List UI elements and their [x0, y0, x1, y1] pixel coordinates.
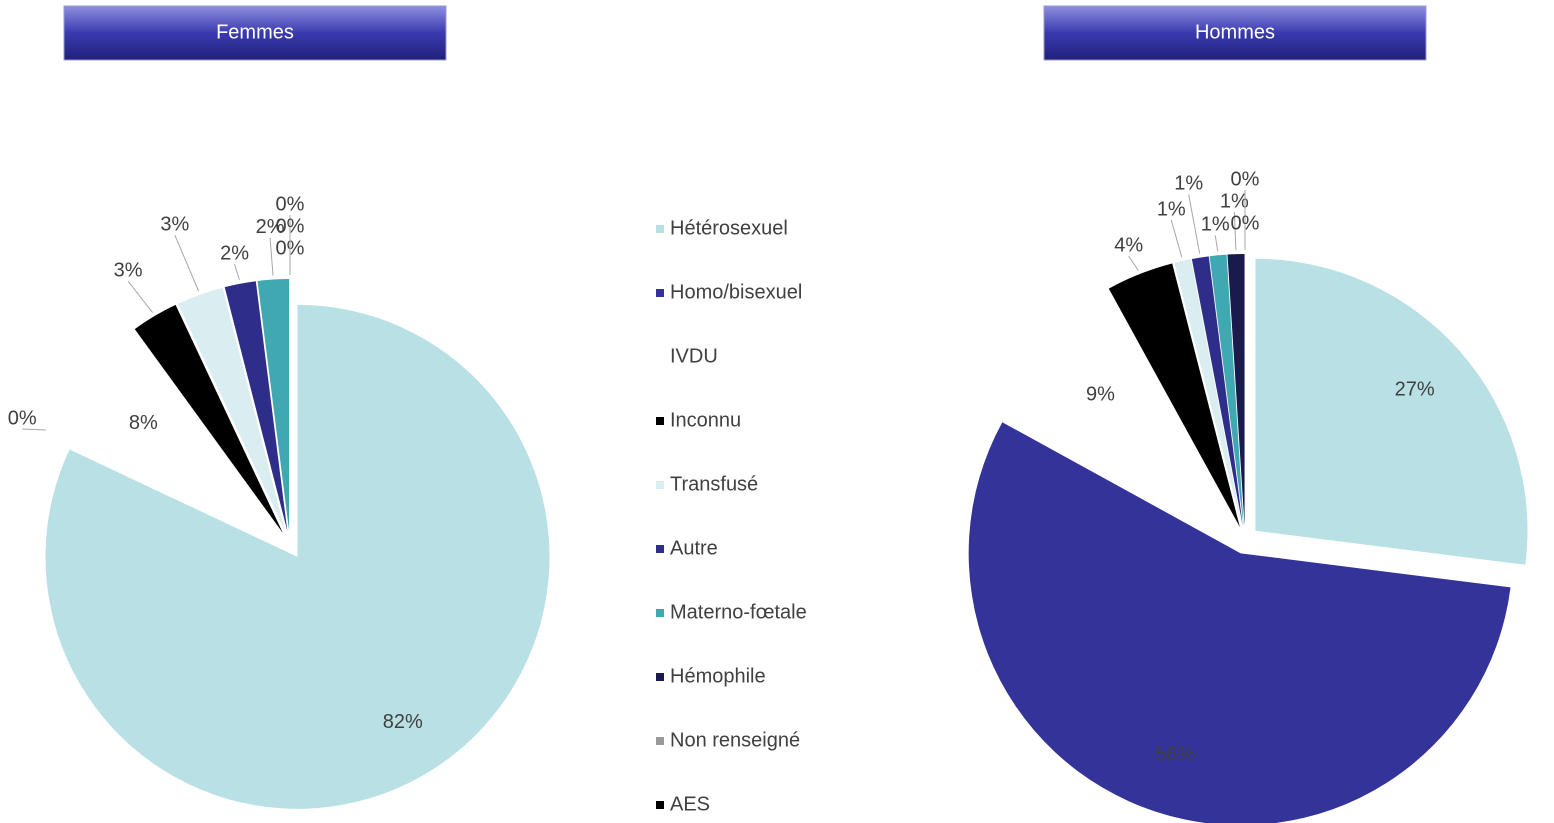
pie-slice [1174, 259, 1242, 527]
data-label: 3% [114, 260, 143, 282]
leader-line [22, 428, 46, 431]
data-label: 1% [1201, 214, 1230, 236]
chart-title: Hommes [1195, 21, 1275, 43]
chart-title: Femmes [216, 21, 294, 43]
pie-slice [1209, 254, 1244, 527]
legend-label: Materno-fœtale [670, 601, 807, 623]
legend-label: Non renseigné [670, 729, 800, 751]
pie-slice [224, 281, 288, 532]
pie-slice [996, 291, 1236, 531]
data-label: 56% [1155, 743, 1195, 765]
pie-slice [51, 332, 280, 537]
data-label: 82% [383, 711, 423, 733]
leader-line [1128, 255, 1139, 271]
title-background [1043, 5, 1427, 61]
pie-slice [1227, 254, 1245, 527]
legend-swatch [656, 737, 664, 745]
legend-swatch [656, 673, 664, 681]
legend-swatch [656, 801, 664, 809]
data-label: 0% [1231, 168, 1260, 190]
pie-slice [45, 304, 550, 809]
legend-swatch [656, 545, 664, 553]
data-label: 0% [8, 407, 37, 429]
data-label: 3% [160, 213, 189, 235]
data-label: 0% [276, 193, 305, 215]
leader-line [1233, 212, 1237, 251]
legend-label: Transfusé [670, 473, 758, 495]
legend-label: AES [670, 793, 710, 815]
legend-swatch [656, 417, 664, 425]
pie-slice [1191, 256, 1243, 527]
pie-slice [257, 279, 290, 532]
legend-swatch [656, 289, 664, 297]
pie-slice [1108, 263, 1240, 527]
data-label: 2% [256, 216, 285, 238]
pie-slice [134, 304, 283, 533]
data-label: 9% [1086, 384, 1115, 406]
legend-label: Inconnu [670, 409, 741, 431]
data-label: 2% [220, 243, 249, 265]
leader-line [1188, 194, 1201, 254]
legend-label: Hémophile [670, 665, 766, 687]
title-box: Femmes Hommes [63, 5, 1427, 61]
leader-line [127, 280, 153, 313]
data-label: 27% [1395, 379, 1435, 401]
legend-swatch [656, 225, 664, 233]
legend-swatch [656, 481, 664, 489]
pie-slice [968, 422, 1511, 823]
legend-label: Homo/bisexuel [670, 281, 802, 303]
legend-swatch [656, 609, 664, 617]
leader-line [1170, 220, 1183, 258]
title-background [63, 5, 447, 61]
leader-line [174, 234, 200, 292]
leader-line [269, 237, 274, 276]
legend-label: IVDU [670, 345, 718, 367]
legend-swatch [656, 353, 664, 361]
data-label: 1% [1220, 190, 1249, 212]
data-label: 8% [129, 412, 158, 434]
legend-label: Autre [670, 537, 718, 559]
leader-line [1214, 235, 1219, 252]
data-label: 1% [1157, 198, 1186, 220]
pie-slice [1255, 258, 1528, 565]
data-label: 1% [1174, 173, 1203, 195]
pie-slice [177, 287, 286, 532]
data-label: 4% [1114, 234, 1143, 256]
data-label: 0% [1231, 212, 1260, 234]
legend-label: Hétérosexuel [670, 217, 788, 239]
leader-line [234, 264, 240, 280]
data-label: 0% [276, 215, 305, 237]
